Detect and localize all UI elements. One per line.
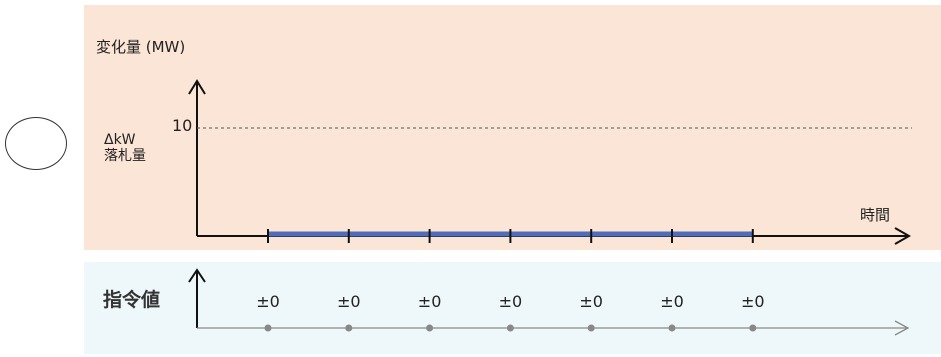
dkw-value: 10 <box>172 116 193 135</box>
command-title: 指令値 <box>103 289 161 311</box>
x-axis-title: 時間 <box>860 206 891 224</box>
command-marker <box>668 324 676 332</box>
x-axis-ticks <box>267 229 754 243</box>
circle-mark-icon <box>5 117 67 170</box>
command-marker <box>587 324 595 332</box>
command-value: ±0 <box>417 292 442 311</box>
command-marker <box>426 324 434 332</box>
command-value: ±0 <box>660 292 684 311</box>
command-marker <box>749 324 757 332</box>
command-value: ±0 <box>579 292 603 311</box>
command-value: ±0 <box>741 292 765 311</box>
command-x-axis-arrow-icon <box>894 320 910 336</box>
command-marker <box>264 324 272 332</box>
dkw-label: ΔkW 落札量 <box>104 132 146 164</box>
dkw-label-text: ΔkW 落札量 <box>104 132 146 164</box>
command-value: ±0 <box>256 292 280 311</box>
command-value: ±0 <box>498 292 523 311</box>
y-axis-arrow-icon <box>188 79 206 95</box>
command-value-panel <box>84 262 941 354</box>
command-marker <box>345 324 353 332</box>
y-axis-title: 変化量 (MW) <box>96 38 186 56</box>
command-markers <box>264 324 757 332</box>
x-axis-arrow-icon <box>894 227 912 245</box>
command-y-axis-arrow-icon <box>188 268 206 283</box>
command-value: ±0 <box>337 292 361 311</box>
command-marker <box>506 324 514 332</box>
